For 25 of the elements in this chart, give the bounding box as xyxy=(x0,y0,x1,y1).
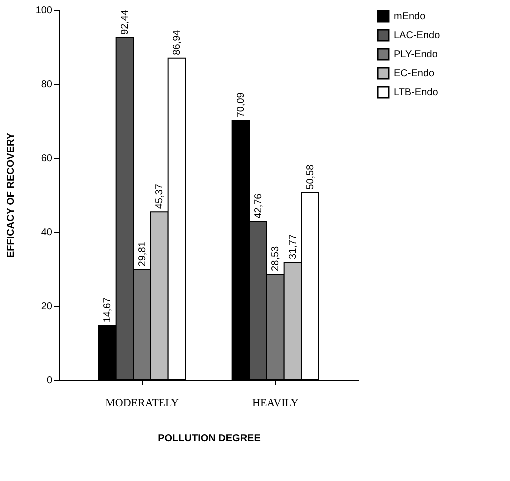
data-label: 50,58 xyxy=(305,164,316,190)
data-label: 31,77 xyxy=(288,234,299,260)
legend-label: PLY-Endo xyxy=(394,50,438,60)
y-tick-label: 100 xyxy=(36,6,53,16)
y-axis-title: EFFICACY OF RECOVERY xyxy=(6,132,17,258)
data-label: 45,37 xyxy=(154,184,166,210)
data-label: 86,94 xyxy=(172,30,183,56)
legend-label: LTB-Endo xyxy=(394,88,439,98)
y-tick-label: 60 xyxy=(41,154,53,164)
data-label: 92,44 xyxy=(120,10,131,35)
x-tick-label: HEAVILY xyxy=(252,398,299,410)
legend-label: EC-Endo xyxy=(394,68,436,80)
legend-label: LAC-Endo xyxy=(394,30,441,42)
y-tick-label: 40 xyxy=(41,228,53,238)
x-axis-title: POLLUTION DEGREE xyxy=(158,434,262,444)
legend-label: mEndo xyxy=(394,12,426,22)
y-tick-label: 20 xyxy=(41,302,53,312)
data-label: 70,09 xyxy=(236,92,247,118)
data-label: 29,81 xyxy=(137,241,148,267)
data-label: 14,67 xyxy=(102,297,114,323)
data-label: 42,76 xyxy=(253,193,264,219)
y-tick-label: 0 xyxy=(46,376,53,386)
x-tick-label: MODERATELY xyxy=(106,398,180,410)
y-tick-label: 80 xyxy=(41,80,53,90)
data-label: 28,53 xyxy=(270,246,282,272)
